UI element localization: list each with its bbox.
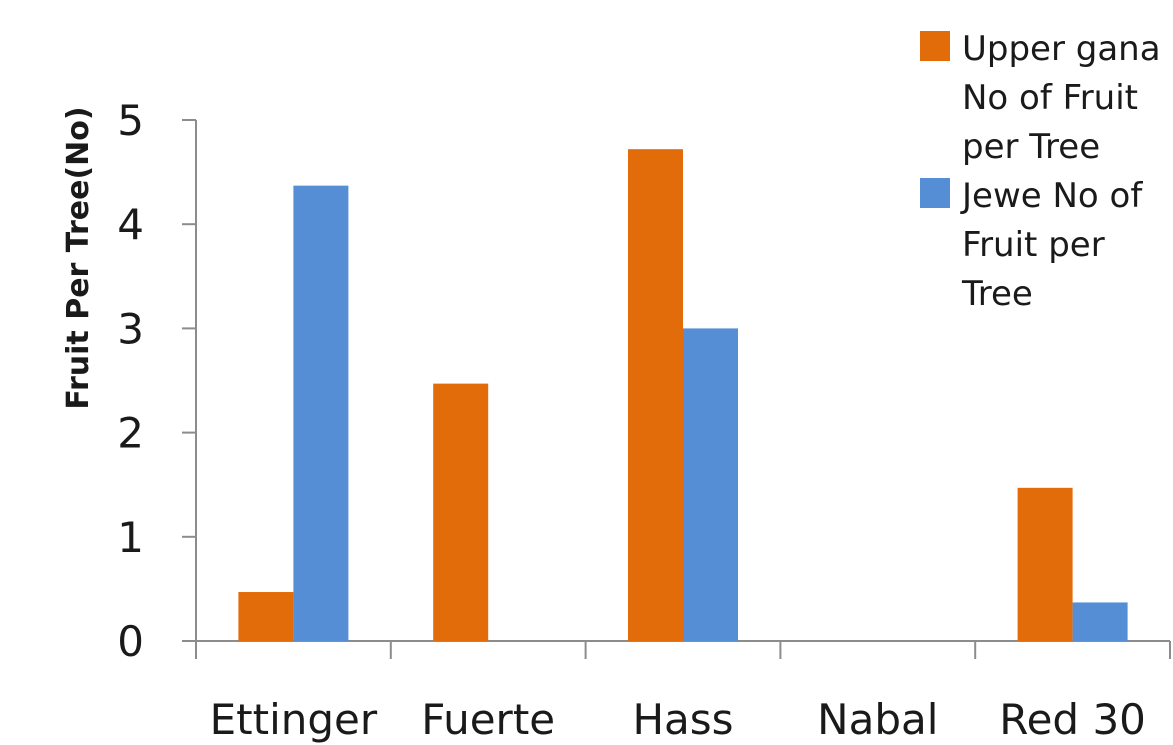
legend-label: Jewe No of (960, 176, 1143, 216)
x-category-label: Fuerte (421, 695, 555, 744)
y-axis-title: Fruit Per Tree(No) (61, 106, 96, 409)
bar (1072, 602, 1128, 641)
x-category-label: Red 30 (999, 695, 1146, 744)
legend-label: Tree (961, 274, 1033, 314)
x-category-label: Hass (632, 695, 733, 744)
bar (683, 328, 738, 641)
x-category-label: Ettinger (210, 695, 378, 744)
x-category-label: Nabal (817, 695, 938, 744)
legend: Upper gana No of Fruit per Tree Jewe No of F… (920, 29, 1161, 314)
y-tick-label: 4 (117, 200, 144, 249)
bar (293, 185, 349, 641)
legend-swatch (920, 31, 950, 61)
y-axis: 0 1 2 3 4 5 (117, 96, 197, 666)
bar (1017, 487, 1073, 641)
y-tick-label: 1 (117, 513, 144, 562)
legend-label: Upper gana (962, 29, 1161, 69)
bar (628, 149, 683, 641)
legend-swatch (920, 178, 950, 208)
y-tick-label: 0 (117, 617, 144, 666)
y-tick-label: 3 (117, 304, 144, 353)
legend-label: Fruit per (962, 225, 1105, 265)
y-tick-label: 2 (117, 409, 144, 458)
bars (238, 149, 1128, 641)
legend-label: No of Fruit (962, 78, 1138, 118)
legend-label: per Tree (962, 127, 1100, 167)
y-tick-label: 5 (117, 96, 144, 145)
bar (433, 383, 489, 641)
x-axis: Ettinger Fuerte Hass Nabal Red 30 (195, 640, 1171, 744)
bar (238, 592, 294, 641)
